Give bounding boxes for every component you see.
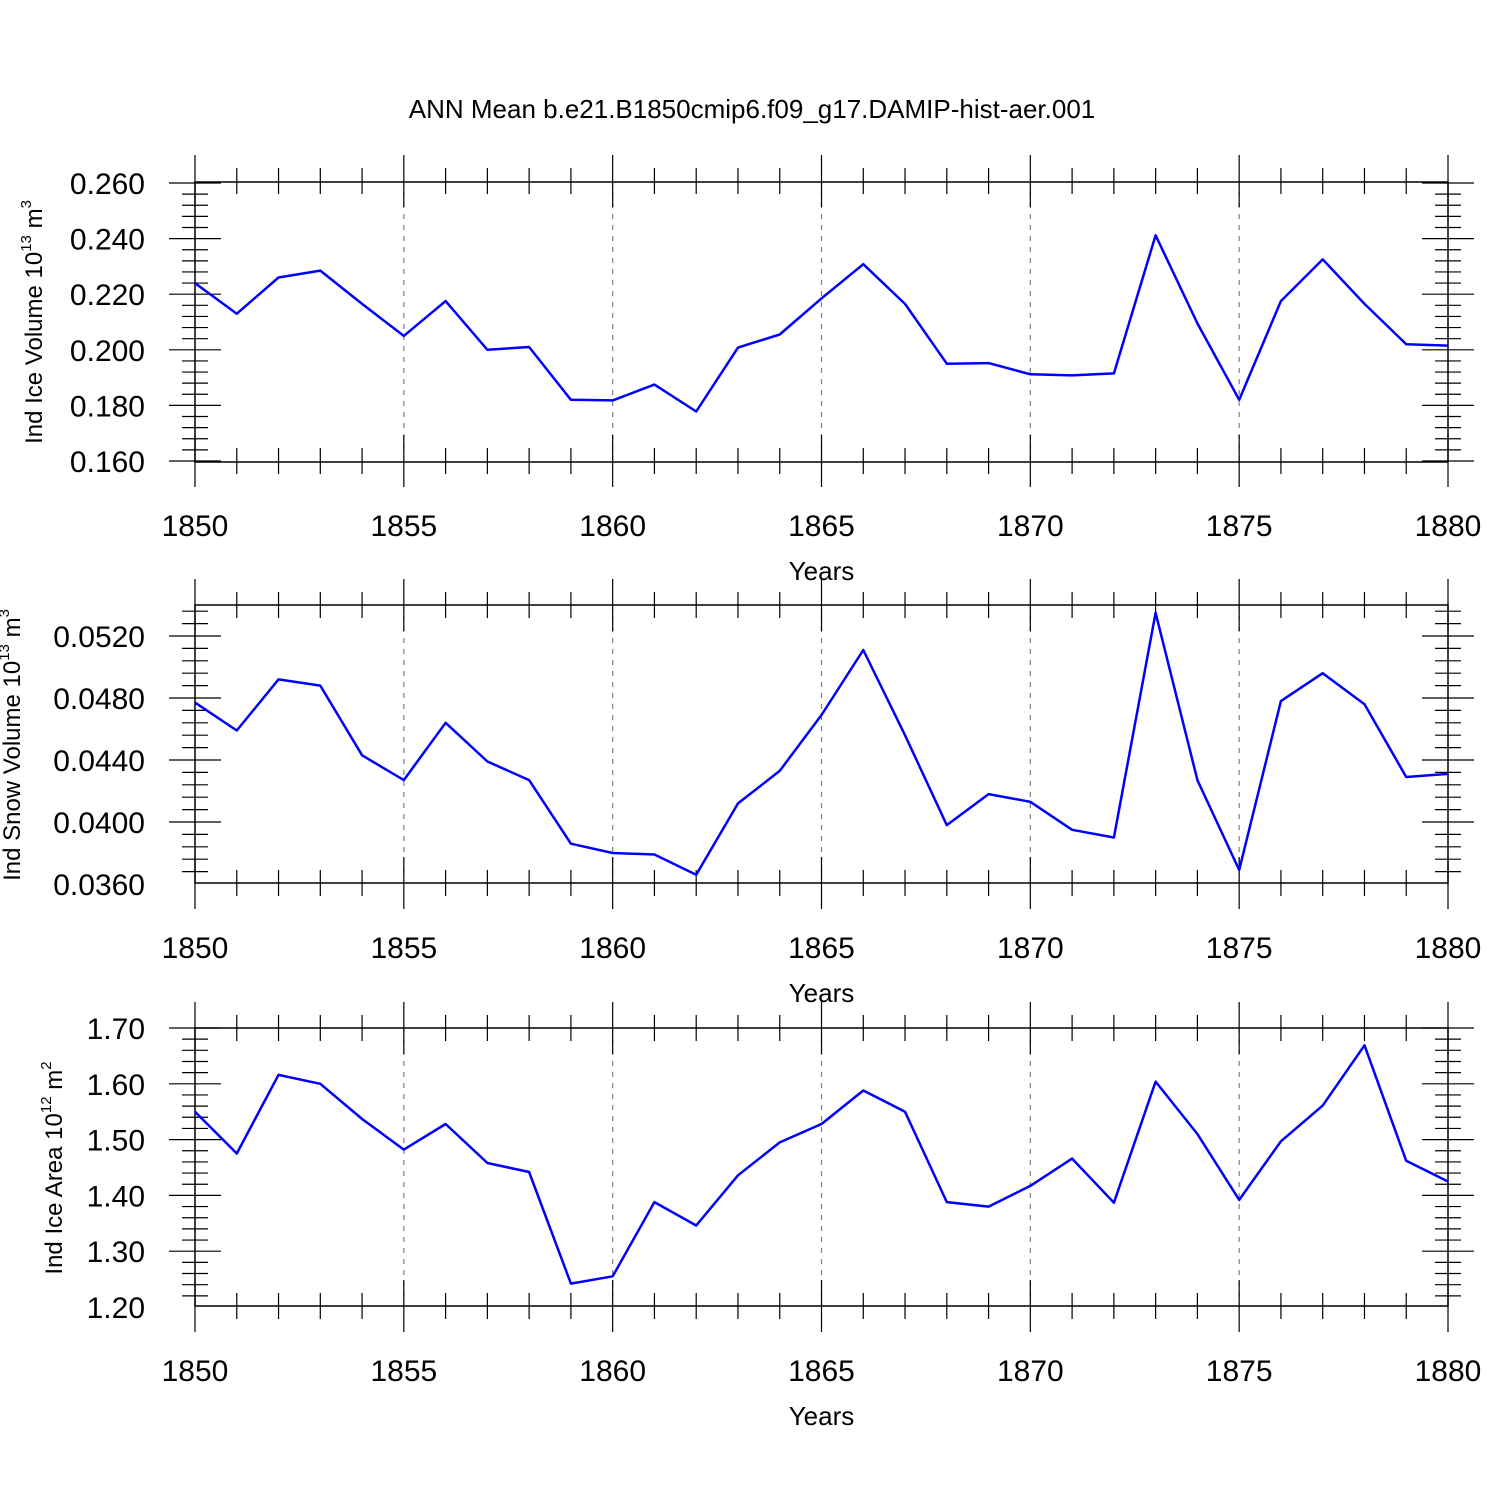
plot-frame	[194, 1027, 1449, 1307]
x-tick-label: 1870	[997, 1355, 1064, 1388]
y-tick-label: 0.0400	[53, 807, 145, 840]
y-tick-label: 0.200	[70, 335, 145, 368]
x-tick-label: 1880	[1415, 932, 1482, 965]
series-line	[194, 1044, 1449, 1285]
x-tick-label: 1875	[1206, 1355, 1273, 1388]
x-tick-label: 1870	[997, 932, 1064, 965]
y-tick-label: 0.220	[70, 279, 145, 312]
y-tick-label: 1.20	[87, 1292, 145, 1325]
x-tick-label: 1865	[788, 1355, 855, 1388]
y-axis-label: Ind Ice Volume 1013 m3	[18, 200, 48, 444]
x-tick-label: 1880	[1415, 510, 1482, 543]
y-tick-label: 0.160	[70, 446, 145, 479]
y-tick-label: 0.0520	[53, 621, 145, 654]
y-tick-label: 1.60	[87, 1069, 145, 1102]
series-line	[194, 234, 1449, 413]
panel-2: 0.0360 0.0400 0.0440 0.0480 0.0520 1850 1855 18…	[0, 579, 1481, 1008]
y-axis-label: Ind Snow Volume 1013 m3	[0, 609, 26, 881]
y-tick-label: 0.240	[70, 224, 145, 257]
x-tick-label: 1875	[1206, 932, 1273, 965]
panel-1: 0.160 0.180 0.200 0.220 0.240 0.260 1850 1855 18…	[18, 155, 1481, 586]
panels: 0.160 0.180 0.200 0.220 0.240 0.260 1850 1855 18…	[0, 155, 1481, 1431]
x-tick-label: 1855	[370, 1355, 437, 1388]
series-line	[194, 611, 1449, 876]
y-tick-label: 0.260	[70, 168, 145, 201]
y-tick-label: 1.30	[87, 1236, 145, 1269]
x-tick-label: 1860	[579, 510, 646, 543]
x-tick-label: 1860	[579, 932, 646, 965]
x-axis-label: Years	[789, 1401, 855, 1431]
y-tick-label: 1.50	[87, 1125, 145, 1158]
y-tick-label: 0.0480	[53, 683, 145, 716]
x-tick-label: 1875	[1206, 510, 1273, 543]
x-tick-label: 1880	[1415, 1355, 1482, 1388]
x-tick-label: 1850	[162, 510, 229, 543]
x-tick-label: 1865	[788, 932, 855, 965]
plot-frame	[194, 181, 1449, 463]
panel-3: 1.20 1.30 1.40 1.50 1.60 1.70 1850 1855 1860 1865…	[38, 1002, 1481, 1431]
y-tick-label: 0.0360	[53, 869, 145, 902]
x-tick-label: 1870	[997, 510, 1064, 543]
figure-title: ANN Mean b.e21.B1850cmip6.f09_g17.DAMIP-…	[409, 94, 1096, 124]
x-tick-label: 1850	[162, 1355, 229, 1388]
y-tick-label: 0.180	[70, 390, 145, 423]
y-tick-label: 0.0440	[53, 745, 145, 778]
x-tick-label: 1850	[162, 932, 229, 965]
y-axis-label: Ind Ice Area 1012 m2	[38, 1061, 68, 1274]
y-tick-label: 1.40	[87, 1180, 145, 1213]
x-tick-label: 1865	[788, 510, 855, 543]
plot-frame	[194, 604, 1449, 884]
y-tick-label: 1.70	[87, 1013, 145, 1046]
x-tick-label: 1860	[579, 1355, 646, 1388]
x-tick-label: 1855	[370, 932, 437, 965]
x-tick-label: 1855	[370, 510, 437, 543]
